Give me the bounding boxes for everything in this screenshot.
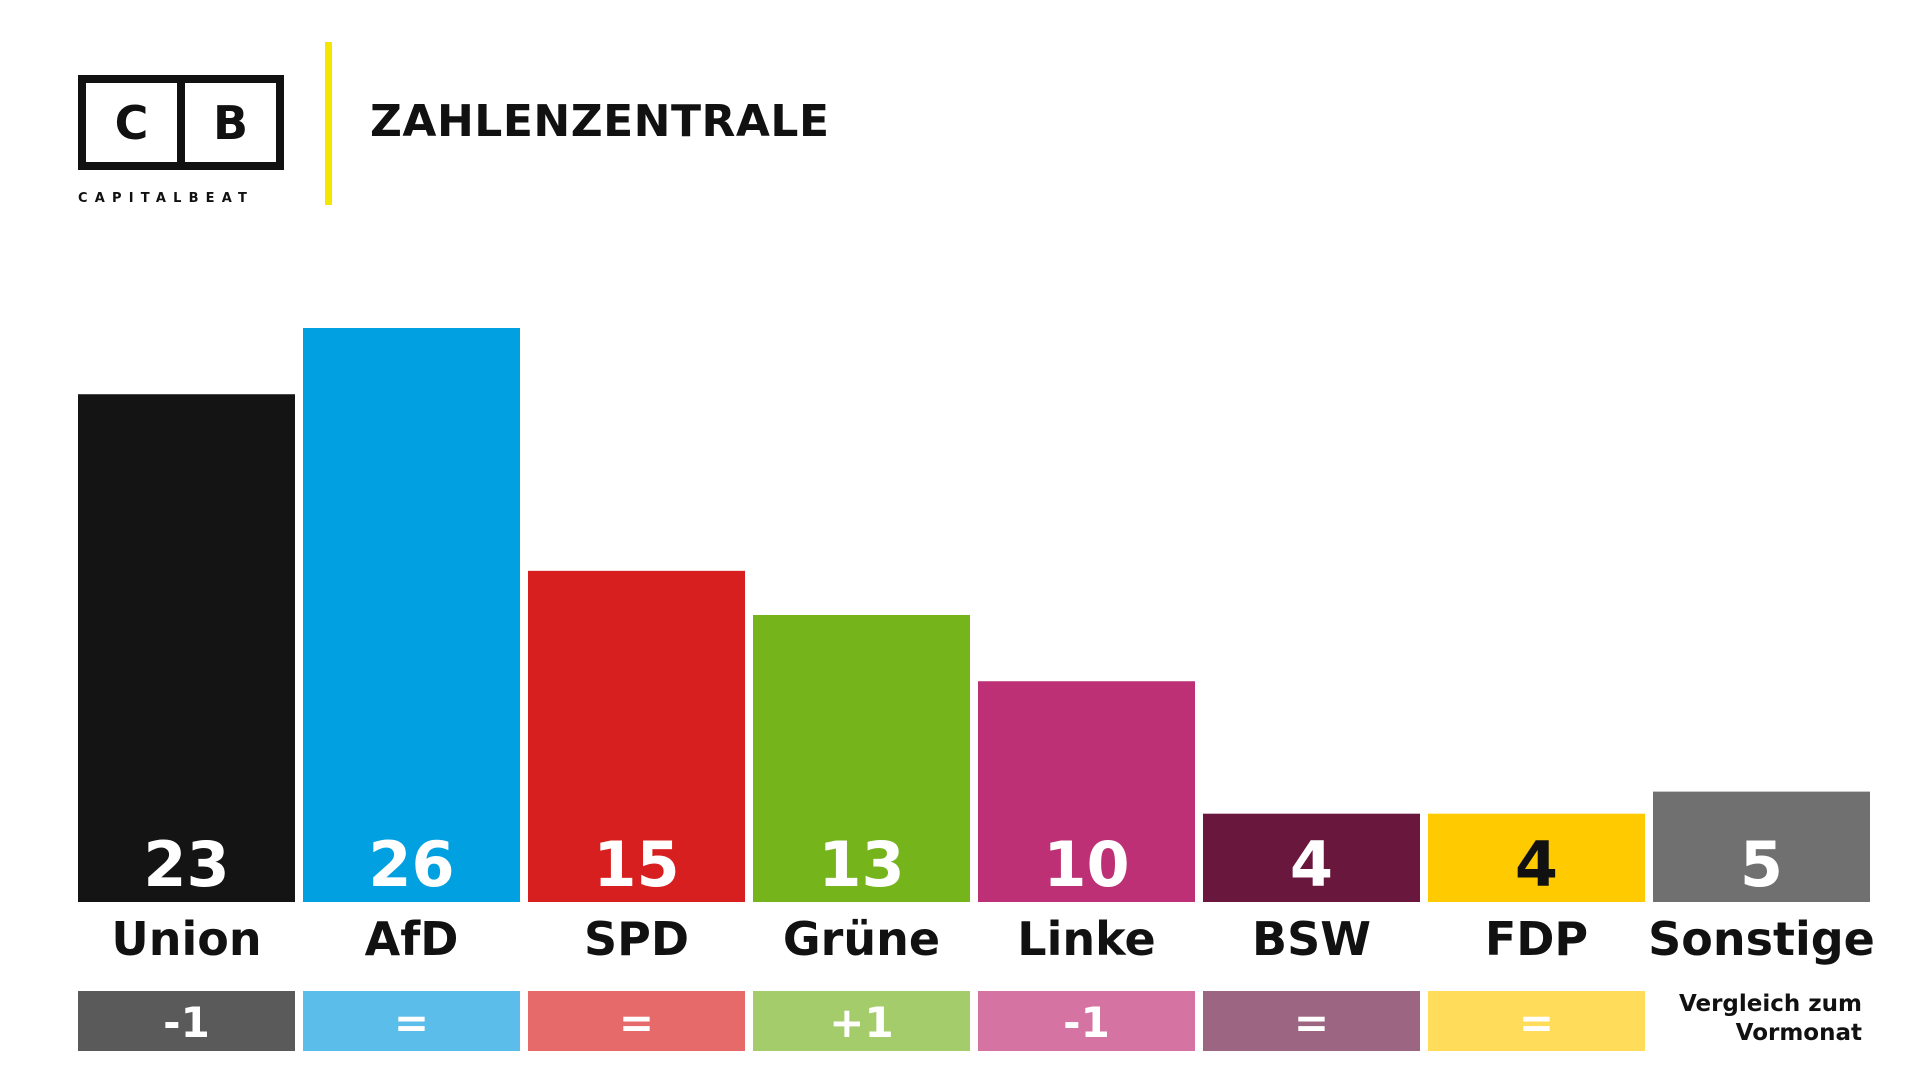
change-note-line-1: Vergleich zum	[1678, 991, 1862, 1017]
bar-sonstige	[1653, 791, 1870, 902]
bar-value-bsw: 4	[1290, 828, 1333, 901]
change-box-linke	[978, 991, 1195, 1051]
party-label-linke: Linke	[1017, 912, 1155, 966]
bar-afd	[303, 328, 520, 902]
change-value-bsw: =	[1294, 998, 1329, 1047]
party-label-union: Union	[111, 912, 261, 966]
bar-bsw	[1203, 813, 1420, 902]
bar-spd	[528, 570, 745, 902]
bar-fdp	[1428, 813, 1645, 902]
bar-value-linke: 10	[1043, 828, 1129, 901]
page-title: ZAHLENZENTRALE	[370, 96, 830, 147]
change-note-line-2: Vormonat	[1735, 1020, 1862, 1046]
party-label-spd: SPD	[584, 912, 689, 966]
logo-wordmark: CAPITALBEAT	[78, 191, 255, 206]
bar-gr-ne	[753, 615, 970, 902]
change-value-fdp: =	[1519, 998, 1554, 1047]
change-box-spd	[528, 991, 745, 1051]
bar-value-spd: 15	[593, 828, 679, 901]
change-box-bsw	[1203, 991, 1420, 1051]
bar-value-union: 23	[143, 828, 229, 901]
change-box-union	[78, 991, 295, 1051]
party-label-gr-ne: Grüne	[783, 912, 940, 966]
logo-box: C B	[78, 75, 284, 170]
change-box-afd	[303, 991, 520, 1051]
bar-value-fdp: 4	[1515, 828, 1558, 901]
party-label-bsw: BSW	[1252, 912, 1371, 966]
logo-letter-c: C	[114, 95, 149, 150]
bar-value-gr-ne: 13	[818, 828, 904, 901]
header-accent-bar	[325, 42, 332, 205]
capitalbeat-logo: C B	[78, 75, 284, 170]
logo-letter-b: B	[212, 95, 249, 150]
party-label-sonstige: Sonstige	[1648, 912, 1875, 966]
change-value-union: -1	[163, 998, 210, 1047]
change-value-afd: =	[394, 998, 429, 1047]
change-value-linke: -1	[1063, 998, 1110, 1047]
bar-linke	[978, 681, 1195, 902]
change-box-gr-ne	[753, 991, 970, 1051]
bar-value-sonstige: 5	[1740, 828, 1783, 901]
party-label-fdp: FDP	[1485, 912, 1588, 966]
change-box-fdp	[1428, 991, 1645, 1051]
bar-union	[78, 394, 295, 902]
logo-divider	[177, 83, 185, 162]
change-value-gr-ne: +1	[829, 998, 893, 1047]
change-note: Vergleich zum Vormonat	[1622, 990, 1862, 1048]
party-label-afd: AfD	[365, 912, 459, 966]
bar-value-afd: 26	[368, 828, 454, 901]
change-value-spd: =	[619, 998, 654, 1047]
